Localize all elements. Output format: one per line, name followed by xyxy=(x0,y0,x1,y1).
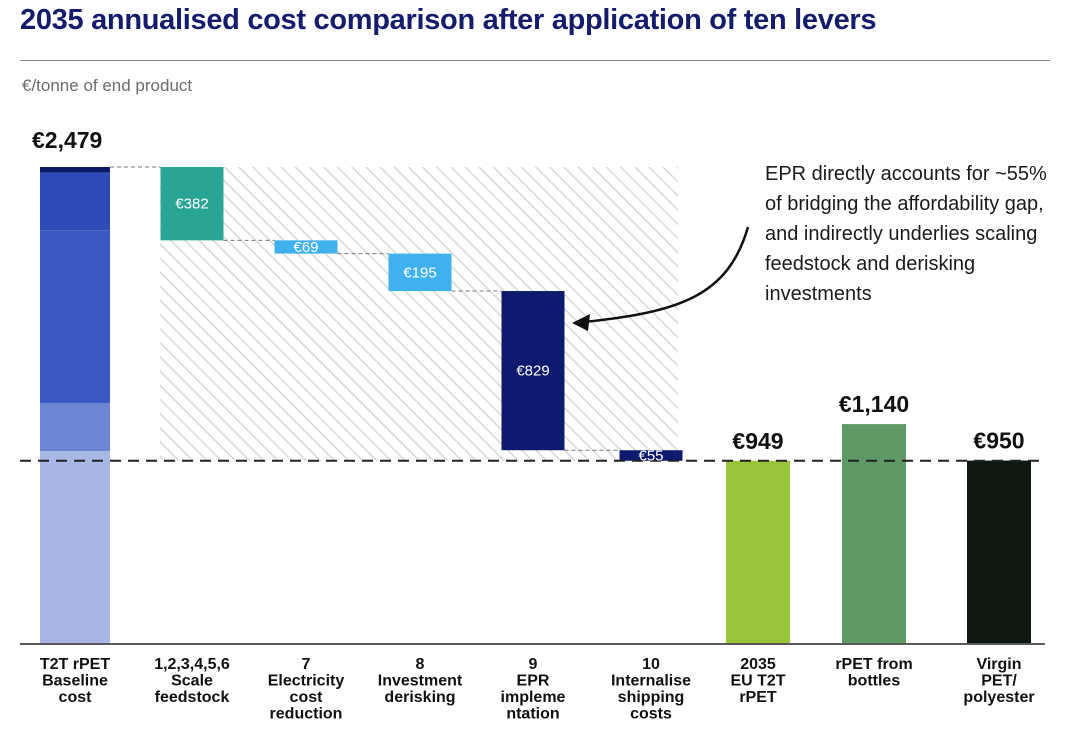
lever-bar xyxy=(274,240,338,254)
baseline-bar-segment xyxy=(40,450,110,643)
annotation-arrow xyxy=(583,226,750,324)
epr-annotation: EPR directly accounts for ~55% of bridgi… xyxy=(765,163,1047,305)
category-label-line: cost xyxy=(59,689,93,706)
lever-value-label: €829 xyxy=(516,363,549,380)
lever-value-label: €195 xyxy=(403,264,436,281)
baseline-bar-segment xyxy=(40,230,110,403)
category-label-line: Baseline xyxy=(42,673,108,690)
title-divider xyxy=(20,60,1050,61)
category-label-line: rPET xyxy=(739,689,777,706)
lever-value-label: €69 xyxy=(293,239,318,256)
category-label-line: 7 xyxy=(302,656,311,673)
baseline-bar-segment xyxy=(40,172,110,231)
lever-bar xyxy=(160,167,224,241)
category-label-line: costs xyxy=(630,706,672,723)
baseline-value-label: €2,479 xyxy=(32,127,102,153)
baseline-bar-segment xyxy=(40,167,110,173)
comparison-value-label: €949 xyxy=(732,428,783,454)
category-label: 2035 EU T2T rPET xyxy=(730,656,785,706)
comparison-bar xyxy=(842,424,906,643)
category-label-line: polyester xyxy=(963,689,1034,706)
affordability-gap-hatch xyxy=(160,167,678,461)
category-label-line: EPR xyxy=(517,673,550,690)
category-label-line: shipping xyxy=(618,689,685,706)
category-label-line: rPET from xyxy=(835,656,912,673)
category-label: 7 Electricity cost reduction xyxy=(268,656,345,723)
category-label: Virgin PET/polyester xyxy=(963,656,1034,706)
category-label-line: feedstock xyxy=(155,689,230,706)
category-label-line: EU T2T xyxy=(730,673,785,690)
lever-bar xyxy=(619,450,683,461)
category-label-line: 9 xyxy=(529,656,538,673)
category-label-line: cost xyxy=(290,689,324,706)
comparison-bar xyxy=(967,460,1031,643)
category-label-line: PET/ xyxy=(981,673,1017,690)
category-label-line: bottles xyxy=(848,673,901,690)
category-label-line: 8 xyxy=(416,656,425,673)
category-label-line: Investment xyxy=(378,673,463,690)
category-label-line: T2T rPET xyxy=(40,656,110,673)
category-label-line: Virgin xyxy=(976,656,1021,673)
category-label-line: Internalise xyxy=(611,673,691,690)
category-label-line: reduction xyxy=(270,706,343,723)
category-label: 1,2,3,4,5,6 Scale feedstock xyxy=(154,656,230,706)
lever-bar xyxy=(501,291,565,451)
category-label: 9 EPR impleme ntation xyxy=(501,656,566,723)
category-label-line: impleme xyxy=(501,689,566,706)
category-label-line: ntation xyxy=(506,706,559,723)
comparison-value-label: €950 xyxy=(973,428,1024,454)
comparison-value-label: €1,140 xyxy=(839,391,909,417)
category-label: 10 Internalise shipping costs xyxy=(611,656,691,723)
lever-value-label: €55 xyxy=(638,447,663,464)
category-label-line: derisking xyxy=(384,689,455,706)
category-label-line: Electricity xyxy=(268,673,345,690)
lever-value-label: €382 xyxy=(175,196,208,213)
chart-title: 2035 annualised cost comparison after ap… xyxy=(20,4,877,36)
category-label: T2T rPET Baseline cost xyxy=(40,656,110,706)
baseline-bar-segment xyxy=(40,402,110,451)
unit-label: €/tonne of end product xyxy=(22,76,193,95)
category-label-line: 10 xyxy=(642,656,660,673)
category-label-line: 2035 xyxy=(740,656,776,673)
comparison-bar xyxy=(726,460,790,643)
category-label: rPET from bottles xyxy=(835,656,912,690)
lever-bar xyxy=(388,253,452,292)
category-label-line: Scale xyxy=(171,673,213,690)
category-label-line: 1,2,3,4,5,6 xyxy=(154,656,230,673)
annotation-arrowhead xyxy=(572,314,590,331)
category-label: 8 Investment derisking xyxy=(378,656,463,706)
